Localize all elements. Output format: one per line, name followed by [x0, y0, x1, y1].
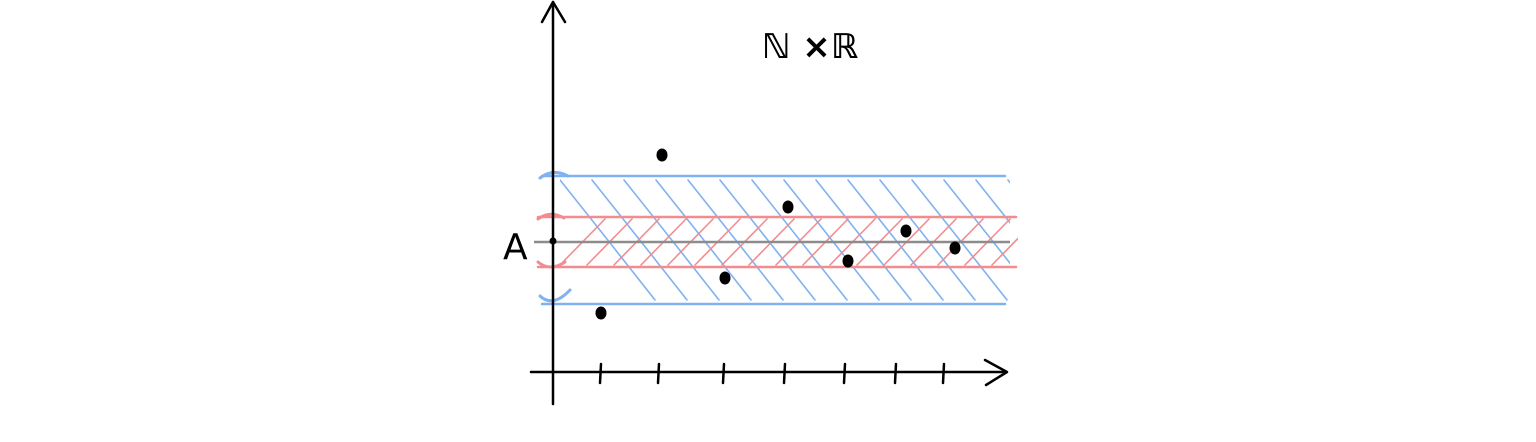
inner-band-hatch-stroke [1019, 219, 1064, 265]
x-axis-tick [721, 362, 726, 385]
outer-band-hatch-stroke [975, 179, 1010, 224]
limit-label: A [503, 227, 528, 268]
outer-band-hatch-stroke [1007, 179, 1010, 184]
outer-band-hatch-stroke [847, 179, 944, 301]
y-axis-arrowhead [540, 0, 567, 24]
x-axis-ticks [598, 362, 946, 385]
sequence-points [595, 148, 961, 320]
sequence-point [719, 271, 731, 285]
outer-band-hatch-stroke [911, 179, 1008, 301]
inner-band-top-bracket [536, 212, 566, 221]
x-axis-arrowhead [983, 358, 1009, 387]
outer-band-hatch-stroke [655, 179, 752, 301]
diagram-title: ℕ ×ℝ [762, 27, 858, 67]
x-axis-tick [893, 362, 898, 385]
x-axis-tick [598, 362, 603, 385]
outer-band-hatching [560, 179, 1010, 301]
outer-band-hatch-stroke [751, 179, 848, 301]
outer-band-hatch-stroke [719, 179, 816, 301]
outer-band-hatch-stroke [591, 179, 688, 301]
outer-band-hatch-stroke [783, 179, 880, 301]
sequence-point [656, 148, 668, 162]
inner-band-hatch-stroke [991, 237, 1018, 266]
outer-band-bottom-bracket [538, 288, 572, 303]
outer-band-hatch-stroke [815, 179, 912, 301]
sequence-point [900, 224, 912, 238]
outer-band-hatch-stroke [943, 179, 1010, 265]
sequence-point [949, 241, 961, 255]
x-axis-tick [782, 362, 787, 385]
sequence-point [782, 200, 794, 214]
sequence-point [595, 306, 607, 320]
axes [529, 0, 1009, 406]
outer-band-hatch-stroke [560, 179, 656, 301]
x-axis-tick [842, 362, 847, 385]
outer-band-hatch-stroke [879, 179, 976, 301]
outer-band-hatch-stroke [687, 179, 784, 301]
outer-band-hatch-stroke [623, 179, 720, 301]
sequence-point [842, 254, 854, 268]
x-axis-tick [941, 362, 946, 385]
outer-band [538, 171, 1010, 306]
x-axis-tick [656, 362, 661, 385]
